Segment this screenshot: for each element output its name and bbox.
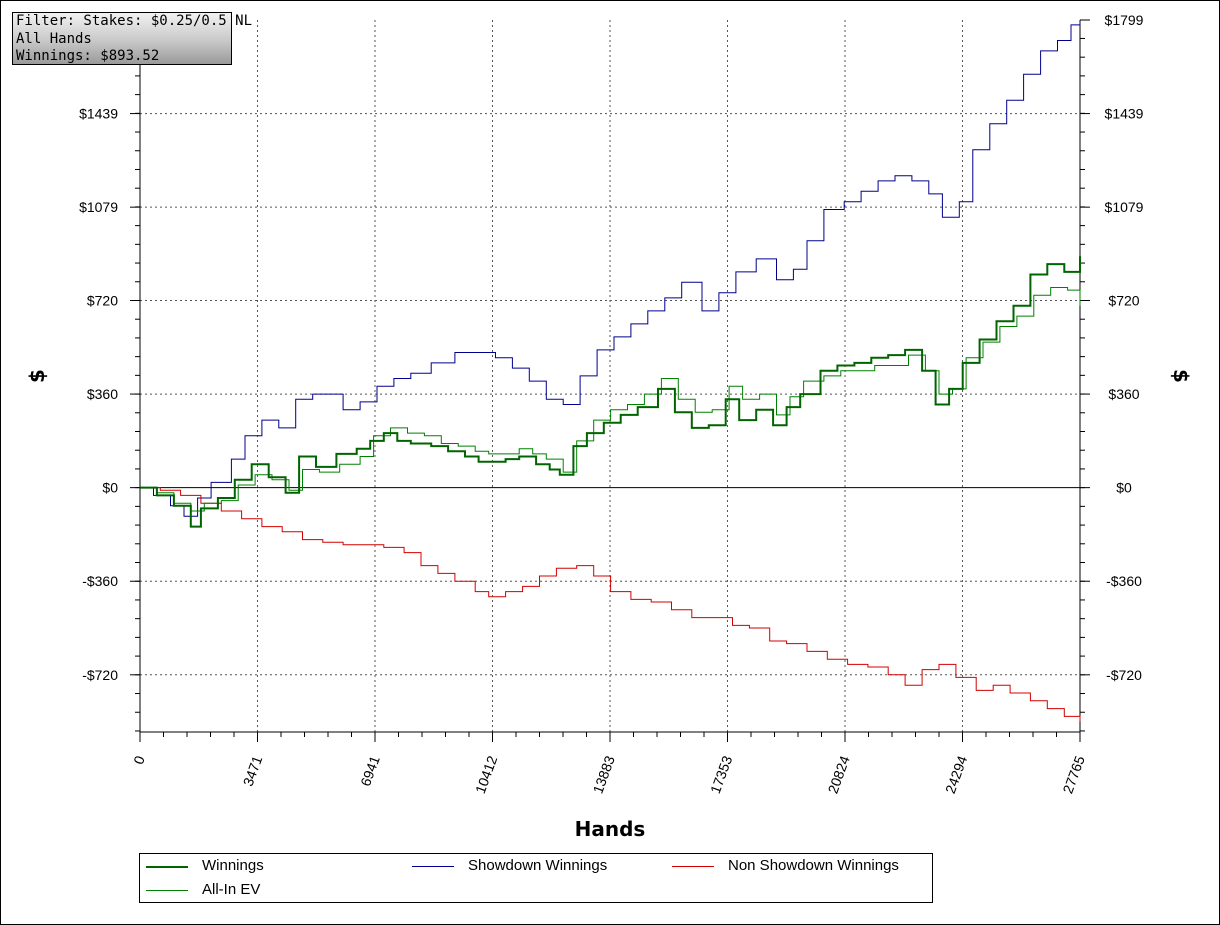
filter-winnings-text: Winnings: $893.52: [16, 48, 160, 64]
y-tick-label-left: $1439: [79, 106, 118, 122]
filter-info-box: Filter: Stakes: $0.25/0.5 NL All Hands W…: [12, 12, 253, 65]
x-tick-label: 6941: [357, 753, 383, 788]
y-tick-label-right: $360: [1108, 386, 1139, 402]
y-tick-label-right: $1799: [1105, 12, 1144, 28]
y-tick-label-right: -$720: [1106, 667, 1142, 683]
filter-hands-text: All Hands: [16, 30, 92, 47]
legend-label-winnings: Winnings: [202, 857, 264, 874]
x-tick-label: 17353: [707, 753, 735, 795]
legend-label-non-showdown: Non Showdown Winnings: [728, 857, 899, 874]
x-tick-label: 0: [130, 753, 148, 766]
x-tick-label: 27765: [1059, 753, 1087, 795]
axis-layer: [130, 19, 1090, 742]
y-axis-title-right: $: [1169, 369, 1193, 383]
x-tick-label: 24294: [942, 753, 970, 795]
y-tick-label-right: $1079: [1105, 199, 1144, 215]
legend-swatch-allin-ev: [146, 890, 188, 891]
filter-stakes-text: Filter: Stakes: $0.25/0.5 NL: [16, 13, 253, 29]
tick-label-layer: 0 3471 6941 10412 13883 17353 20824 24294 27765 -…: [79, 12, 1144, 796]
y-tick-label-left: $360: [87, 386, 118, 402]
series-line-non-showdown-winnings: [140, 487, 1081, 722]
x-tick-label: 3471: [240, 753, 266, 788]
y-tick-label-left: $0: [102, 480, 118, 496]
legend-swatch-winnings: [146, 866, 188, 868]
y-axis-title-left: $: [25, 369, 49, 383]
legend-swatch-showdown: [412, 866, 454, 867]
x-tick-label: 13883: [589, 753, 617, 795]
legend: Winnings Showdown Winnings Non Showdown …: [139, 853, 933, 903]
series-line-all-in-ev: [140, 287, 1081, 512]
y-tick-label-left: $720: [87, 292, 118, 308]
x-axis-title: Hands: [575, 817, 646, 841]
x-tick-label: 10412: [472, 753, 500, 795]
y-tick-label-right: $720: [1108, 292, 1139, 308]
y-tick-label-left: -$720: [82, 667, 118, 683]
series-line-showdown-winnings: [140, 22, 1081, 517]
legend-label-allin-ev: All-In EV: [202, 881, 261, 898]
legend-swatch-non-showdown: [672, 866, 714, 867]
y-tick-label-left: -$360: [82, 573, 118, 589]
series-layer: [140, 22, 1081, 722]
y-tick-label-left: $1079: [79, 199, 118, 215]
y-tick-label-right: $1439: [1105, 106, 1144, 122]
y-tick-label-right: $0: [1116, 480, 1132, 496]
legend-label-showdown: Showdown Winnings: [468, 857, 608, 874]
x-tick-label: 20824: [824, 753, 852, 795]
y-tick-label-right: -$360: [1106, 573, 1142, 589]
series-line-winnings: [140, 256, 1081, 528]
